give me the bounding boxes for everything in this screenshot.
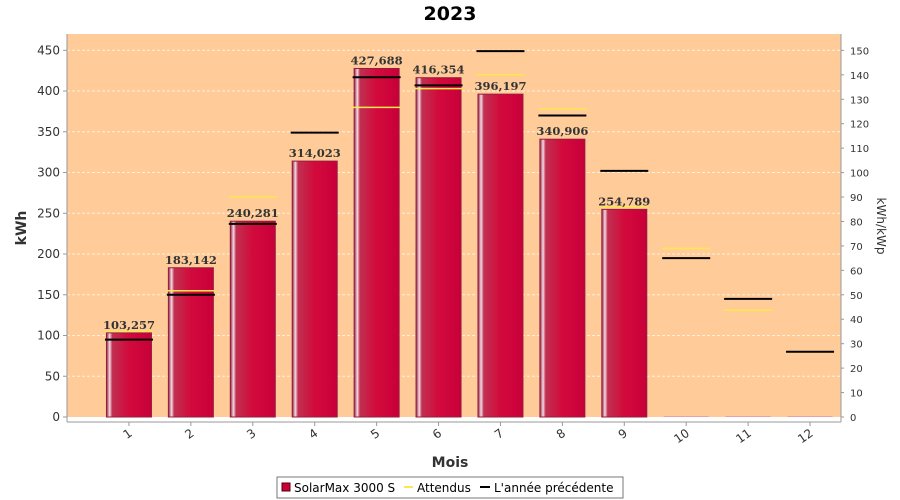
x-tick-label: 9 bbox=[616, 426, 630, 442]
y2-tick-label: 70 bbox=[850, 242, 863, 253]
y2-tick-label: 80 bbox=[850, 217, 863, 228]
y2-tick-label: 150 bbox=[850, 46, 869, 57]
x-tick-label: 2 bbox=[182, 426, 196, 442]
x-tick-label: 1 bbox=[120, 426, 134, 442]
y2-tick-label: 20 bbox=[850, 364, 863, 375]
bar bbox=[105, 332, 152, 418]
legend-item-solarmax: SolarMax 3000 S bbox=[294, 481, 395, 495]
data-label: 183,142 bbox=[165, 253, 217, 267]
data-label: 254,789 bbox=[598, 194, 650, 208]
y2-tick-label: 120 bbox=[850, 120, 869, 131]
x-tick-label: 5 bbox=[368, 426, 382, 442]
y-tick-label: 150 bbox=[37, 288, 60, 302]
bar-series bbox=[105, 67, 833, 418]
x-axis-title: Mois bbox=[432, 455, 469, 471]
y2-tick-label: 60 bbox=[850, 266, 863, 277]
x-tick-label: 6 bbox=[430, 426, 444, 442]
x-tick-label: 11 bbox=[733, 426, 754, 446]
bar bbox=[601, 208, 648, 418]
y2-tick-label: 140 bbox=[850, 71, 869, 82]
data-labels: 103,257 183,142 240,281 314,023 427,688 416,3… bbox=[103, 53, 650, 331]
x-tick-label: 10 bbox=[671, 426, 692, 446]
y2-tick-label: 0 bbox=[850, 413, 856, 424]
y2-tick-label: 90 bbox=[850, 193, 863, 204]
y-tick-label: 450 bbox=[37, 43, 60, 57]
legend-item-previous-year: L'année précédente bbox=[494, 481, 613, 495]
bar bbox=[725, 416, 771, 417]
expected-markers bbox=[104, 73, 773, 333]
y-tick-label: 250 bbox=[37, 206, 60, 220]
data-label: 103,257 bbox=[103, 318, 155, 332]
bar bbox=[477, 93, 524, 418]
bar bbox=[663, 416, 709, 417]
legend-swatch-solarmax bbox=[281, 482, 291, 492]
previous-year-markers bbox=[104, 50, 835, 353]
chart-title: 2023 bbox=[424, 3, 477, 25]
data-label: 416,354 bbox=[413, 63, 465, 77]
y-tick-label: 400 bbox=[37, 84, 60, 98]
y-tick-label: 50 bbox=[45, 369, 60, 383]
y-tick-label: 350 bbox=[37, 125, 60, 139]
legend: SolarMax 3000 S Attendus L'année précéde… bbox=[276, 476, 624, 499]
y2-tick-label: 130 bbox=[850, 95, 869, 106]
bar bbox=[539, 138, 586, 418]
data-label: 340,906 bbox=[536, 124, 588, 138]
y2-tick-label: 30 bbox=[850, 340, 863, 351]
data-label: 314,023 bbox=[289, 146, 341, 160]
y-tick-label: 100 bbox=[37, 329, 60, 343]
y2-tick-label: 100 bbox=[850, 169, 869, 180]
bar bbox=[353, 67, 400, 418]
legend-box bbox=[276, 476, 624, 499]
bar bbox=[229, 220, 276, 418]
bar bbox=[167, 267, 214, 418]
y-tick-label: 300 bbox=[37, 166, 60, 180]
data-label: 427,688 bbox=[351, 53, 403, 67]
x-tick-label: 8 bbox=[554, 426, 568, 442]
bar bbox=[291, 160, 338, 418]
y-tick-label: 200 bbox=[37, 247, 60, 261]
x-tick-label: 7 bbox=[492, 426, 506, 442]
y2-axis-title: kWh/kWp bbox=[874, 198, 888, 255]
data-label: 396,197 bbox=[474, 79, 526, 93]
bar bbox=[415, 77, 462, 418]
legend-item-attendus: Attendus bbox=[417, 481, 471, 495]
y2-tick-label: 10 bbox=[850, 389, 863, 400]
x-tick-label: 3 bbox=[244, 426, 258, 442]
y2-tick-label: 110 bbox=[850, 144, 869, 155]
x-tick-label: 4 bbox=[306, 426, 320, 442]
y-tick-label: 0 bbox=[52, 410, 60, 424]
y-axis-title: kWh bbox=[14, 211, 30, 246]
bar bbox=[787, 416, 833, 417]
data-label: 240,281 bbox=[227, 206, 279, 220]
x-tick-label: 12 bbox=[795, 426, 816, 446]
y2-tick-label: 40 bbox=[850, 315, 863, 326]
y2-tick-label: 50 bbox=[850, 291, 863, 302]
